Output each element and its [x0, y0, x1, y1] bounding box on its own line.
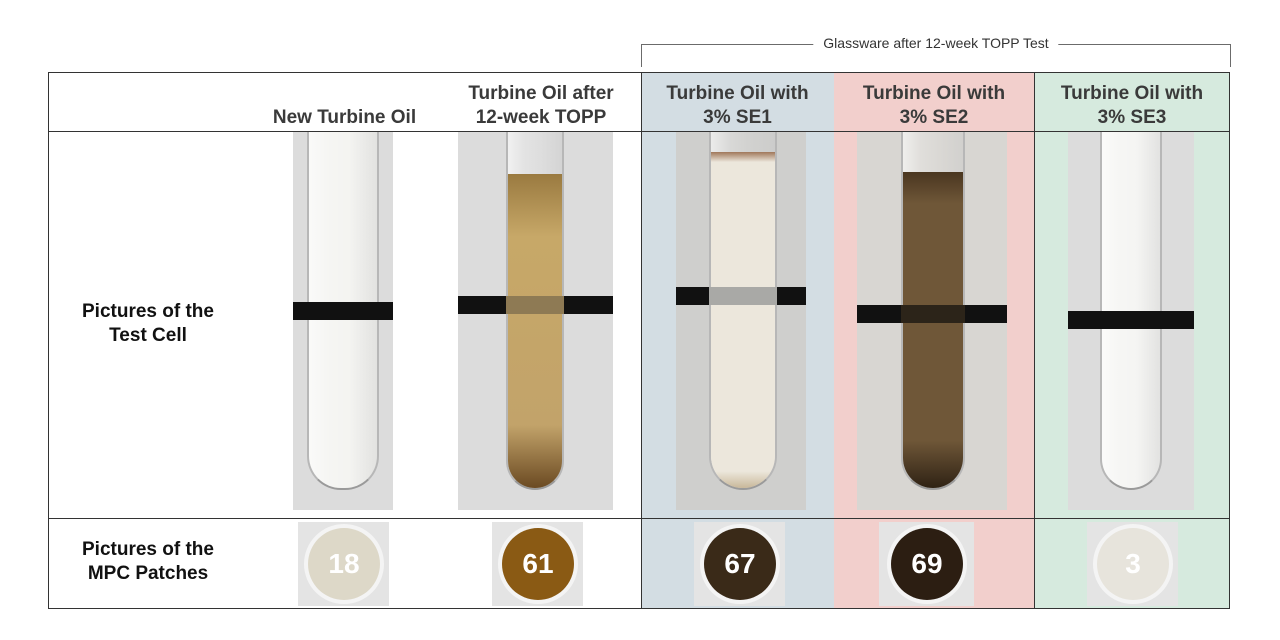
tube-band-right-after-topp [564, 296, 613, 314]
mpc-patch-after-topp: 61 [502, 528, 574, 600]
row-label-test-cell: Pictures of the Test Cell [82, 301, 214, 346]
column-rule-se1 [641, 72, 642, 609]
tube-band-glass-after-topp [506, 296, 564, 314]
bracket-label: Glassware after 12-week TOPP Test [813, 35, 1059, 51]
oil-after-topp [508, 174, 562, 488]
header-se3: Turbine Oil with 3% SE3 [1060, 83, 1204, 128]
header-new-oil: New Turbine Oil [272, 107, 417, 128]
mpc-patch-se1: 67 [704, 528, 776, 600]
patch-value-new-oil: 18 [328, 548, 360, 579]
tube-band-left-after-topp [458, 296, 506, 314]
patch-value-se2: 69 [911, 548, 943, 579]
tube-band-right-se1 [777, 287, 806, 305]
column-rule-se3 [1034, 72, 1035, 609]
row-rule [48, 518, 1230, 519]
tube-band-right-se2 [965, 305, 1007, 323]
tube-band-glass-se1 [709, 287, 777, 305]
tube-band-glass-se2 [901, 305, 965, 323]
mpc-patch-new-oil: 18 [308, 528, 380, 600]
row-label-mpc-patches: Pictures of the MPC Patches [82, 539, 214, 584]
tube-band-new-oil [293, 302, 393, 320]
mpc-patch-se3: 3 [1097, 528, 1169, 600]
patch-value-se1: 67 [724, 548, 756, 579]
table-frame [48, 72, 1230, 609]
patch-value-after-topp: 61 [522, 548, 554, 579]
tube-band-left-se1 [676, 287, 709, 305]
mpc-patch-se2: 69 [891, 528, 963, 600]
header-se2: Turbine Oil with 3% SE2 [862, 83, 1006, 128]
patch-value-se3: 3 [1125, 548, 1141, 579]
oil-se2 [903, 172, 963, 488]
oil-se1 [711, 152, 775, 488]
glassware-bracket: Glassware after 12-week TOPP Test [641, 35, 1231, 67]
header-rule [48, 131, 1230, 132]
test-tube-se1 [709, 132, 777, 490]
header-se1: Turbine Oil with 3% SE1 [666, 83, 809, 128]
tube-band-se3 [1068, 311, 1194, 329]
tube-band-left-se2 [857, 305, 901, 323]
header-after-topp: Turbine Oil after 12-week TOPP [468, 83, 614, 128]
